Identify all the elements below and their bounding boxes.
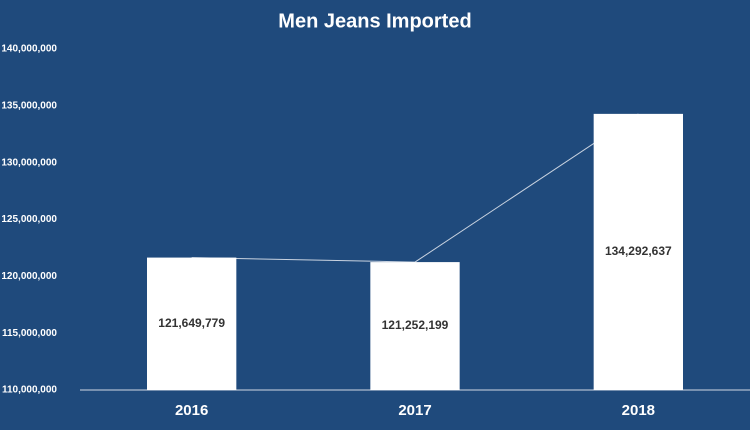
bar: [147, 257, 237, 390]
y-tick-label: 130,000,000: [1, 157, 57, 168]
x-tick-label: 2018: [622, 402, 655, 419]
y-tick-label: 140,000,000: [1, 44, 57, 55]
y-tick-label: 125,000,000: [1, 214, 57, 225]
value-label: 121,649,779: [158, 316, 225, 330]
chart-title: Men Jeans Imported: [278, 10, 471, 32]
y-tick-label: 110,000,000: [2, 385, 57, 396]
y-tick-label: 135,000,000: [1, 100, 57, 111]
y-tick-label: 120,000,000: [1, 271, 57, 282]
bar: [370, 262, 460, 390]
bar: [593, 113, 683, 391]
x-tick-label: 2017: [398, 402, 431, 419]
y-tick-label: 115,000,000: [2, 328, 57, 339]
value-label: 121,252,199: [382, 318, 449, 332]
value-label: 134,292,637: [605, 244, 672, 258]
x-tick-label: 2016: [175, 402, 208, 419]
